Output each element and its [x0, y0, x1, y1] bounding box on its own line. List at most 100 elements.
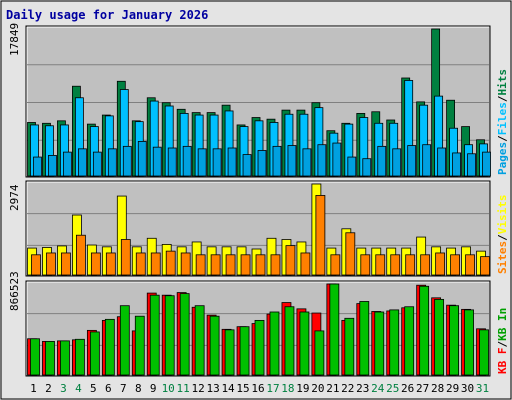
sites-bar-face — [300, 252, 311, 276]
kbin-bar — [104, 318, 115, 376]
x-tick-label: 14 — [221, 382, 235, 395]
kbin-bar — [209, 315, 220, 376]
legend-entry: / — [496, 95, 509, 102]
kbin-bar — [434, 298, 445, 376]
sites-bar-face — [405, 254, 416, 276]
legend-entry: Hits — [496, 69, 509, 96]
sites-bar — [465, 254, 475, 276]
pages-bar-face — [78, 148, 87, 177]
pages-bar — [152, 146, 162, 177]
pages-bar — [257, 150, 267, 177]
x-tick-label: 26 — [401, 382, 414, 395]
sites-bar — [180, 252, 191, 276]
sites-bar-face — [61, 252, 71, 276]
kbin-bar — [464, 309, 474, 376]
kbin-bar — [239, 326, 250, 376]
kbin-bar — [30, 338, 40, 376]
pages-bar — [137, 141, 147, 177]
pages-bar — [227, 147, 237, 177]
pages-bar-face — [137, 141, 147, 177]
sites-bar — [46, 252, 56, 276]
sites-bar-face — [315, 195, 326, 276]
sites-bar-face — [390, 254, 401, 276]
sites-bar-face — [46, 252, 56, 276]
pages-bar-face — [152, 146, 162, 177]
pages-bar-face — [302, 148, 312, 177]
sites-bar — [90, 252, 101, 276]
pages-bar — [422, 144, 432, 177]
kbin-bar-face — [314, 330, 325, 376]
pages-bar — [377, 145, 387, 177]
kbin-bar — [89, 331, 100, 376]
kbin-bar-face — [269, 311, 280, 376]
x-tick-label: 7 — [120, 382, 127, 395]
sites-bar — [195, 254, 206, 276]
legend-entry: Visits — [496, 195, 509, 235]
x-tick-label: 31 — [476, 382, 489, 395]
legend: Sites/Visits — [496, 195, 509, 275]
pages-bar-face — [242, 154, 252, 177]
kbin-bar-face — [239, 326, 250, 376]
sites-bar-face — [150, 252, 161, 276]
x-tick-label: 25 — [386, 382, 399, 395]
sites-bar — [450, 254, 460, 276]
sites-bar — [61, 252, 71, 276]
kbin-bar-face — [254, 319, 265, 376]
x-tick-label: 24 — [371, 382, 385, 395]
sites-bar — [405, 254, 416, 276]
legend: KB F/KB In — [496, 308, 509, 374]
chart-title: Daily usage for January 2026 — [6, 8, 208, 22]
pages-bar-face — [377, 145, 387, 177]
sites-bar — [240, 254, 251, 276]
panel-kbin-kbout: 866523 KB F/KB In — [8, 271, 509, 377]
pages-bar — [407, 145, 417, 177]
sites-bar-face — [255, 254, 266, 276]
legend-entry: Files — [496, 102, 509, 135]
x-tick-label: 4 — [75, 382, 82, 395]
sites-bar-face — [450, 254, 460, 276]
sites-bar — [120, 239, 131, 276]
kbin-bar-face — [284, 306, 295, 376]
pages-bar — [122, 145, 132, 177]
kbin-bar — [179, 293, 190, 376]
pages-bar — [302, 148, 312, 177]
sites-bar — [135, 252, 146, 276]
kbin-bar — [254, 319, 265, 376]
pages-bar — [287, 145, 297, 177]
kbin-bar-face — [479, 329, 489, 376]
sites-bar-face — [180, 252, 191, 276]
kbin-bar-face — [224, 329, 235, 376]
x-tick-label: 23 — [356, 382, 369, 395]
pages-bar — [107, 148, 117, 177]
pages-bar-face — [362, 158, 372, 177]
legend: Pages/Files/Hits — [496, 69, 509, 175]
kbin-bar — [164, 295, 175, 376]
pages-bar-face — [33, 156, 42, 177]
legend-entry: KB F — [496, 348, 509, 375]
kbin-bar — [269, 311, 280, 376]
sites-bar-face — [90, 252, 101, 276]
kbin-bar-face — [30, 338, 40, 376]
sites-bar-face — [135, 252, 146, 276]
sites-bar — [435, 252, 446, 276]
pages-bar — [92, 151, 102, 177]
pages-bar-face — [257, 150, 267, 177]
legend-entry: Sites — [496, 241, 509, 274]
legend-entry: / — [496, 341, 509, 348]
kbin-bar-face — [359, 301, 370, 376]
pages-bar-face — [317, 144, 327, 177]
y-max-label: 17849 — [8, 23, 21, 56]
kbin-bar-face — [45, 340, 55, 376]
kbin-bar — [359, 301, 370, 376]
kbin-bar — [344, 317, 355, 376]
pages-bar-face — [437, 147, 447, 177]
x-tick-label: 18 — [281, 382, 294, 395]
sites-bar-face — [285, 245, 296, 276]
pages-bar — [212, 148, 222, 177]
x-tick-label: 29 — [446, 382, 459, 395]
sites-bar-face — [435, 252, 446, 276]
x-tick-label: 12 — [192, 382, 205, 395]
kbin-bar-face — [104, 318, 115, 376]
x-tick-label: 22 — [341, 382, 354, 395]
pages-bar — [362, 158, 372, 177]
